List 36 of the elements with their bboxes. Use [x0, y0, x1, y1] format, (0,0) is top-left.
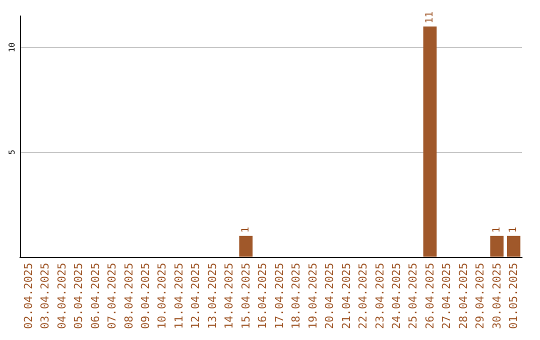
x-tick-label: 12.04.2025 [189, 262, 202, 330]
data-label: 1 [508, 226, 520, 233]
x-tick-label: 26.04.2025 [423, 262, 436, 330]
x-tick-label: 14.04.2025 [222, 262, 236, 330]
x-tick-label: 04.04.2025 [55, 262, 68, 330]
x-tick-label: 20.04.2025 [323, 262, 336, 330]
x-tick-label: 02.04.2025 [22, 262, 35, 330]
x-tick-label: 01.05.2025 [507, 262, 520, 330]
x-tick-label: 09.04.2025 [139, 262, 152, 330]
x-tick-label: 18.04.2025 [290, 262, 303, 330]
x-tick-label: 24.04.2025 [390, 262, 403, 330]
x-tick-label: 11.04.2025 [172, 262, 186, 330]
x-tick-label: 10.04.2025 [156, 262, 169, 330]
y-tick-label: 5 [8, 150, 16, 155]
y-tick-label: 10 [8, 42, 16, 52]
x-tick-label: 27.04.2025 [440, 262, 454, 330]
data-label: 11 [424, 11, 436, 24]
x-tick-label: 16.04.2025 [256, 262, 270, 330]
x-tick-label: 21.04.2025 [340, 262, 353, 330]
x-tick-label: 05.04.2025 [72, 262, 86, 330]
x-tick-label: 25.04.2025 [406, 262, 420, 330]
x-tick-label: 06.04.2025 [88, 262, 102, 330]
data-label: 1 [240, 226, 252, 233]
x-tick-label: 15.04.2025 [239, 262, 252, 330]
x-tick-label: 07.04.2025 [106, 262, 119, 330]
x-tick-label: 03.04.2025 [38, 262, 52, 330]
x-tick-label: 13.04.2025 [206, 262, 219, 330]
x-tick-label: 29.04.2025 [474, 262, 487, 330]
x-tick-label: 08.04.2025 [122, 262, 136, 330]
x-tick-label: 17.04.2025 [272, 262, 286, 330]
x-tick-label: 19.04.2025 [306, 262, 320, 330]
x-tick-label: 22.04.2025 [356, 262, 370, 330]
x-tick-label: 30.04.2025 [490, 262, 504, 330]
x-tick-label: 23.04.2025 [373, 262, 386, 330]
data-label: 1 [491, 226, 502, 233]
x-tick-label: 28.04.2025 [456, 262, 470, 330]
